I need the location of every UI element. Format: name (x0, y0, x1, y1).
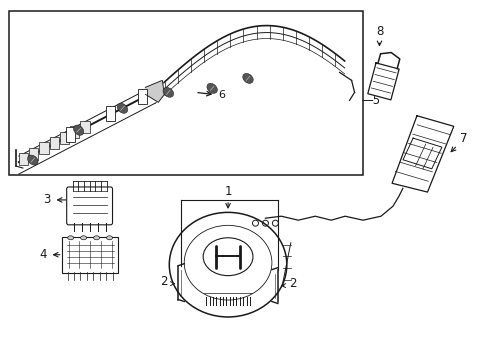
FancyBboxPatch shape (66, 127, 75, 141)
Ellipse shape (106, 236, 113, 240)
Ellipse shape (243, 73, 253, 84)
Text: 1: 1 (224, 185, 232, 198)
Text: —5: —5 (362, 94, 381, 107)
Ellipse shape (27, 155, 38, 165)
Ellipse shape (163, 87, 173, 97)
Text: 8: 8 (376, 24, 383, 45)
Text: 3: 3 (44, 193, 66, 206)
Bar (80, 121, 90, 133)
Text: 4: 4 (39, 248, 60, 261)
Bar (70, 126, 79, 138)
Ellipse shape (203, 238, 253, 276)
Text: 7: 7 (451, 132, 468, 152)
FancyBboxPatch shape (62, 237, 119, 273)
Bar (19, 153, 28, 165)
Ellipse shape (94, 236, 99, 240)
Bar (29, 148, 38, 160)
Polygon shape (368, 63, 399, 100)
Bar (39, 143, 49, 154)
FancyBboxPatch shape (138, 89, 147, 104)
Text: 2: 2 (289, 277, 296, 290)
Text: 2: 2 (161, 275, 168, 288)
Polygon shape (146, 80, 164, 102)
Ellipse shape (117, 103, 128, 113)
Ellipse shape (207, 83, 217, 93)
Bar (60, 132, 69, 144)
Ellipse shape (81, 236, 87, 240)
Polygon shape (392, 116, 454, 192)
FancyBboxPatch shape (67, 187, 113, 225)
Text: 6: 6 (198, 90, 225, 100)
Bar (9, 11, 363, 175)
Ellipse shape (169, 212, 287, 317)
Ellipse shape (68, 236, 74, 240)
Bar (49, 137, 59, 149)
Ellipse shape (74, 125, 84, 135)
FancyBboxPatch shape (106, 106, 115, 121)
